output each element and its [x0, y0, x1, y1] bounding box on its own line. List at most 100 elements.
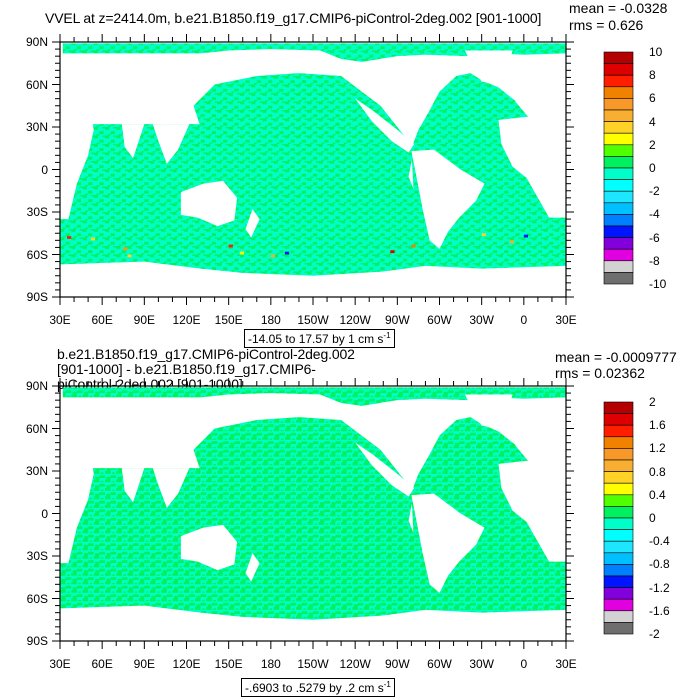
velocity-hotspot	[127, 254, 132, 258]
land-mask	[152, 124, 190, 164]
land-mask	[121, 468, 145, 503]
colorbar-label: -2	[649, 184, 660, 199]
contour-info-top: -14.05 to 17.57 by 1 cm s-1	[244, 329, 395, 348]
land-mask	[60, 263, 566, 297]
land-mask	[245, 209, 260, 238]
rms-top: rms = 0.626	[569, 17, 644, 33]
velocity-hotspot	[411, 244, 416, 248]
x-tick-label: 150W	[297, 313, 329, 327]
land-mask	[515, 76, 566, 119]
velocity-hotspot	[67, 236, 72, 239]
colorbar-box	[603, 248, 634, 262]
unit-exponent: -1	[383, 331, 391, 340]
land-mask	[180, 524, 238, 571]
colorbar-2	[603, 401, 634, 635]
colorbar-box	[603, 622, 634, 635]
map-panel-1	[52, 34, 574, 305]
colorbar-box	[603, 598, 634, 612]
colorbar-box	[603, 98, 634, 111]
colorbar-label: 8	[649, 68, 656, 83]
colorbar-box	[603, 471, 634, 484]
colorbar-label: 1.6	[649, 418, 666, 433]
x-tick-label: 90W	[384, 313, 410, 327]
y-tick-label: 60N	[25, 421, 48, 436]
colorbar-label: 6	[649, 91, 656, 106]
colorbar-box	[603, 237, 634, 250]
y-tick-label: 0	[41, 162, 48, 177]
colorbar-label: -8	[649, 253, 660, 268]
colorbar-box	[603, 482, 634, 496]
x-tick-label: 120E	[172, 313, 201, 327]
x-tick-label: 30W	[469, 313, 494, 327]
velocity-hotspot	[270, 254, 276, 258]
colorbar-box	[603, 86, 634, 99]
contour-info-bottom: -.6903 to .5279 by .2 cm s-1	[241, 678, 395, 697]
x-tick-label: 30E	[49, 657, 71, 671]
colorbar-box	[603, 540, 634, 554]
ocean-region	[193, 417, 420, 549]
y-tick-label: 60N	[25, 77, 48, 92]
y-tick-label: 60S	[26, 247, 48, 262]
colorbar-box	[603, 202, 634, 215]
x-tick-label: 30E	[555, 657, 577, 671]
colorbar-box	[603, 529, 634, 542]
colorbar-box	[603, 225, 634, 238]
colorbar-label: -0.4	[649, 534, 670, 549]
velocity-hotspot	[284, 251, 290, 255]
colorbar-label: 2	[649, 137, 656, 152]
x-tick-label: 150E	[214, 657, 243, 671]
colorbar-box	[603, 610, 634, 623]
x-tick-label: 90E	[133, 313, 156, 327]
land-mask	[60, 456, 94, 564]
x-tick-label: 30E	[49, 313, 71, 327]
colorbar-label: -6	[649, 230, 660, 245]
colorbar-box	[603, 401, 634, 414]
y-tick-label: 30N	[25, 120, 48, 134]
colorbar-box	[603, 424, 634, 438]
y-tick-label: 30N	[25, 464, 48, 478]
y-tick-label: 90N	[25, 379, 48, 393]
colorbar-box	[603, 260, 634, 273]
colorbar-box	[603, 214, 634, 227]
colorbar-box	[603, 63, 634, 76]
land-mask	[152, 468, 190, 508]
colorbar-box	[603, 564, 634, 577]
colorbar-box	[603, 179, 634, 192]
colorbar-box	[603, 575, 634, 588]
land-mask	[411, 493, 485, 593]
mean-top: mean = -0.0328	[569, 0, 668, 16]
velocity-hotspot	[90, 237, 96, 241]
x-tick-label: 30E	[555, 313, 577, 327]
land-mask	[60, 112, 94, 220]
land-mask	[515, 420, 566, 463]
colorbar-box	[603, 109, 634, 122]
land-mask	[464, 50, 513, 85]
x-tick-label: 150E	[214, 313, 243, 327]
x-tick-label: 90W	[384, 657, 410, 671]
colorbar-label: 4	[649, 114, 656, 129]
ocean-region	[62, 387, 566, 406]
land-mask	[60, 607, 566, 641]
land-mask	[355, 442, 415, 497]
colorbar-box	[603, 121, 634, 134]
colorbar-label: 1.2	[649, 441, 666, 456]
colorbar-box	[603, 156, 634, 169]
colorbar-label: -0.8	[649, 557, 670, 572]
land-mask	[355, 98, 415, 153]
contour-info-text: -.6903 to .5279 by .2 cm s	[245, 681, 384, 695]
land-mask	[498, 115, 566, 218]
colorbar-box	[603, 448, 634, 461]
x-tick-label: 180	[260, 657, 281, 671]
colorbar-label: -1.2	[649, 580, 670, 595]
x-tick-label: 0	[520, 313, 528, 327]
velocity-hotspot	[390, 250, 395, 254]
land-mask	[180, 180, 238, 227]
unit-exponent: -1	[383, 680, 391, 689]
land-mask	[498, 459, 566, 562]
land-mask	[121, 124, 145, 159]
colorbar-box	[603, 506, 634, 519]
colorbar-label: 0.4	[649, 487, 666, 502]
x-tick-label: 60W	[427, 313, 452, 327]
x-tick-label: 120W	[339, 657, 371, 671]
land-mask	[464, 394, 513, 429]
